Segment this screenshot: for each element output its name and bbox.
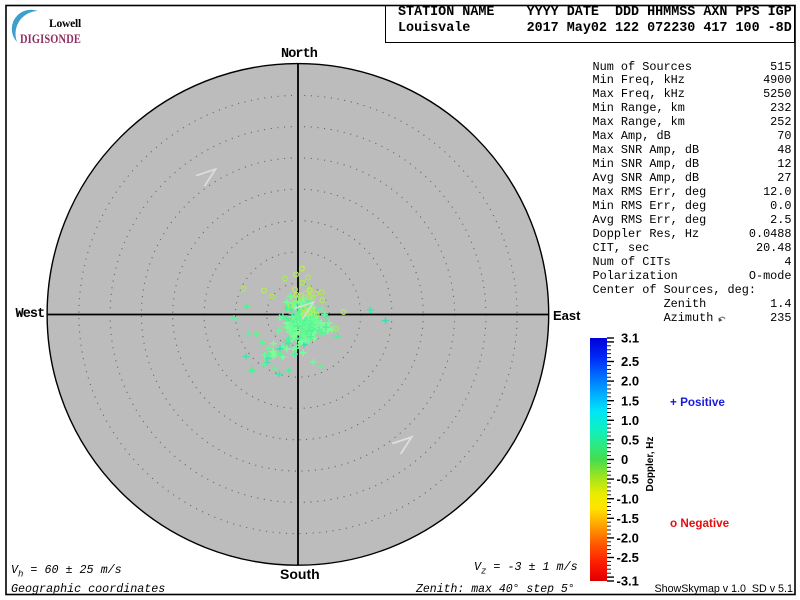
svg-text:2.5: 2.5 xyxy=(621,354,639,369)
svg-text:-2.0: -2.0 xyxy=(617,531,639,546)
svg-text:1.0: 1.0 xyxy=(621,413,639,428)
svg-text:1.5: 1.5 xyxy=(621,393,639,408)
svg-text:2.0: 2.0 xyxy=(621,374,639,389)
svg-text:3.1: 3.1 xyxy=(621,331,639,346)
svg-text:0.5: 0.5 xyxy=(621,433,639,448)
svg-text:-3.1: -3.1 xyxy=(617,574,639,589)
svg-text:-2.5: -2.5 xyxy=(617,550,639,565)
svg-text:Doppler, Hz: Doppler, Hz xyxy=(645,436,656,491)
svg-text:-1.5: -1.5 xyxy=(617,511,639,526)
svg-text:-0.5: -0.5 xyxy=(617,472,639,487)
svg-text:0: 0 xyxy=(621,452,628,467)
svg-text:-1.0: -1.0 xyxy=(617,491,639,506)
